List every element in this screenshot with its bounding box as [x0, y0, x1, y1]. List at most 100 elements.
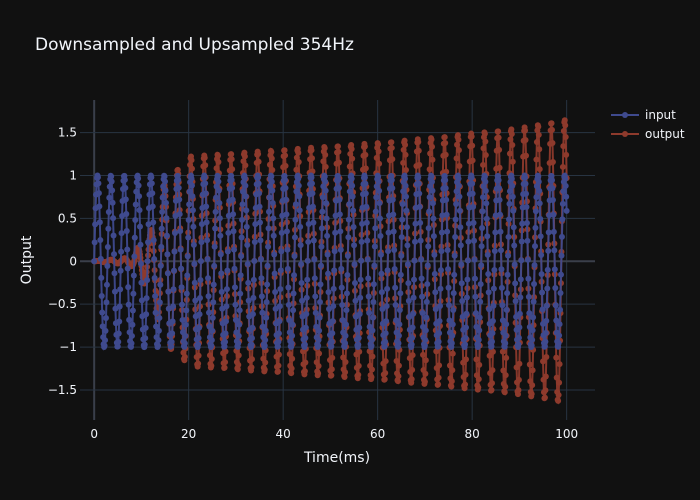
- input-marker: [497, 211, 504, 218]
- output-marker: [496, 146, 503, 153]
- input-marker: [336, 196, 343, 203]
- input-marker: [131, 253, 138, 260]
- input-marker: [270, 215, 277, 222]
- input-marker: [562, 175, 569, 182]
- input-marker: [375, 173, 382, 180]
- input-marker: [508, 175, 515, 182]
- input-marker: [276, 303, 283, 310]
- input-marker: [141, 341, 148, 348]
- input-marker: [511, 242, 518, 249]
- input-marker: [445, 284, 452, 291]
- input-marker: [455, 175, 462, 182]
- input-marker: [258, 293, 265, 300]
- input-marker: [525, 293, 532, 300]
- input-marker: [91, 258, 98, 265]
- input-marker: [144, 258, 151, 265]
- input-marker: [375, 178, 382, 185]
- input-marker: [531, 262, 538, 269]
- input-marker: [362, 180, 369, 187]
- output-marker: [473, 356, 480, 363]
- input-marker: [528, 342, 535, 349]
- output-marker: [507, 136, 514, 143]
- input-marker: [503, 321, 510, 328]
- input-marker: [397, 290, 404, 297]
- input-marker: [92, 221, 99, 228]
- input-marker: [99, 309, 106, 316]
- input-marker: [409, 324, 416, 331]
- output-marker: [282, 152, 289, 159]
- output-marker: [373, 154, 380, 161]
- output-marker: [488, 387, 495, 394]
- input-marker: [415, 180, 422, 187]
- input-marker: [365, 275, 372, 282]
- input-marker: [286, 317, 293, 324]
- input-marker: [326, 305, 332, 312]
- input-marker: [191, 260, 198, 267]
- input-marker: [531, 280, 538, 287]
- input-marker: [351, 280, 358, 287]
- input-marker: [337, 246, 344, 253]
- x-tick-label: 0: [90, 427, 98, 441]
- input-marker: [149, 190, 156, 197]
- input-marker: [298, 261, 305, 268]
- input-marker: [497, 247, 504, 254]
- output-marker: [202, 162, 209, 169]
- input-marker: [469, 190, 476, 197]
- output-marker: [453, 155, 460, 162]
- input-marker: [476, 314, 483, 321]
- input-marker: [312, 309, 319, 316]
- input-marker: [442, 185, 449, 192]
- input-marker: [249, 311, 256, 318]
- input-marker: [311, 256, 318, 263]
- output-marker: [529, 367, 536, 374]
- input-marker: [509, 193, 516, 200]
- input-marker: [196, 324, 203, 331]
- input-marker: [549, 185, 556, 192]
- input-marker: [277, 286, 284, 293]
- input-marker: [483, 200, 490, 207]
- input-marker: [297, 223, 304, 230]
- input-marker: [465, 220, 472, 227]
- output-marker: [542, 387, 549, 394]
- input-marker: [328, 338, 335, 345]
- input-marker: [311, 275, 318, 282]
- input-marker: [303, 311, 310, 318]
- input-marker: [244, 260, 251, 267]
- input-marker: [371, 262, 378, 269]
- output-marker: [454, 132, 461, 139]
- input-marker: [358, 257, 365, 264]
- output-marker: [281, 147, 288, 154]
- input-marker: [196, 311, 203, 318]
- input-marker: [412, 220, 419, 227]
- input-marker: [315, 342, 322, 349]
- input-marker: [563, 193, 570, 200]
- legend-item-output[interactable]: output: [611, 127, 685, 141]
- legend-label: input: [645, 108, 676, 122]
- input-marker: [490, 285, 497, 292]
- input-marker: [248, 341, 255, 348]
- input-marker: [203, 203, 210, 210]
- input-marker: [496, 185, 503, 192]
- input-marker: [255, 174, 262, 181]
- legend-item-input[interactable]: input: [611, 108, 676, 122]
- input-marker: [295, 175, 302, 182]
- y-tick-label: −0.5: [48, 297, 77, 311]
- input-marker: [515, 341, 522, 348]
- tick-labels: 0 20 40 60 80 100 −1.5 −1 −0.5 0 0.5 1 1.5: [48, 126, 578, 441]
- input-marker: [289, 321, 296, 328]
- input-marker: [222, 338, 229, 345]
- output-marker: [248, 356, 255, 363]
- output-marker: [426, 166, 433, 173]
- input-marker: [238, 234, 245, 241]
- output-marker: [556, 361, 563, 368]
- input-marker: [396, 321, 403, 328]
- legend[interactable]: input output: [611, 108, 685, 141]
- input-marker: [309, 203, 316, 210]
- input-marker: [431, 251, 438, 258]
- output-marker: [308, 147, 315, 154]
- input-marker: [223, 286, 230, 293]
- input-marker: [506, 200, 513, 207]
- x-tick-label: 100: [555, 427, 578, 441]
- input-marker: [163, 232, 170, 239]
- output-marker: [559, 163, 566, 170]
